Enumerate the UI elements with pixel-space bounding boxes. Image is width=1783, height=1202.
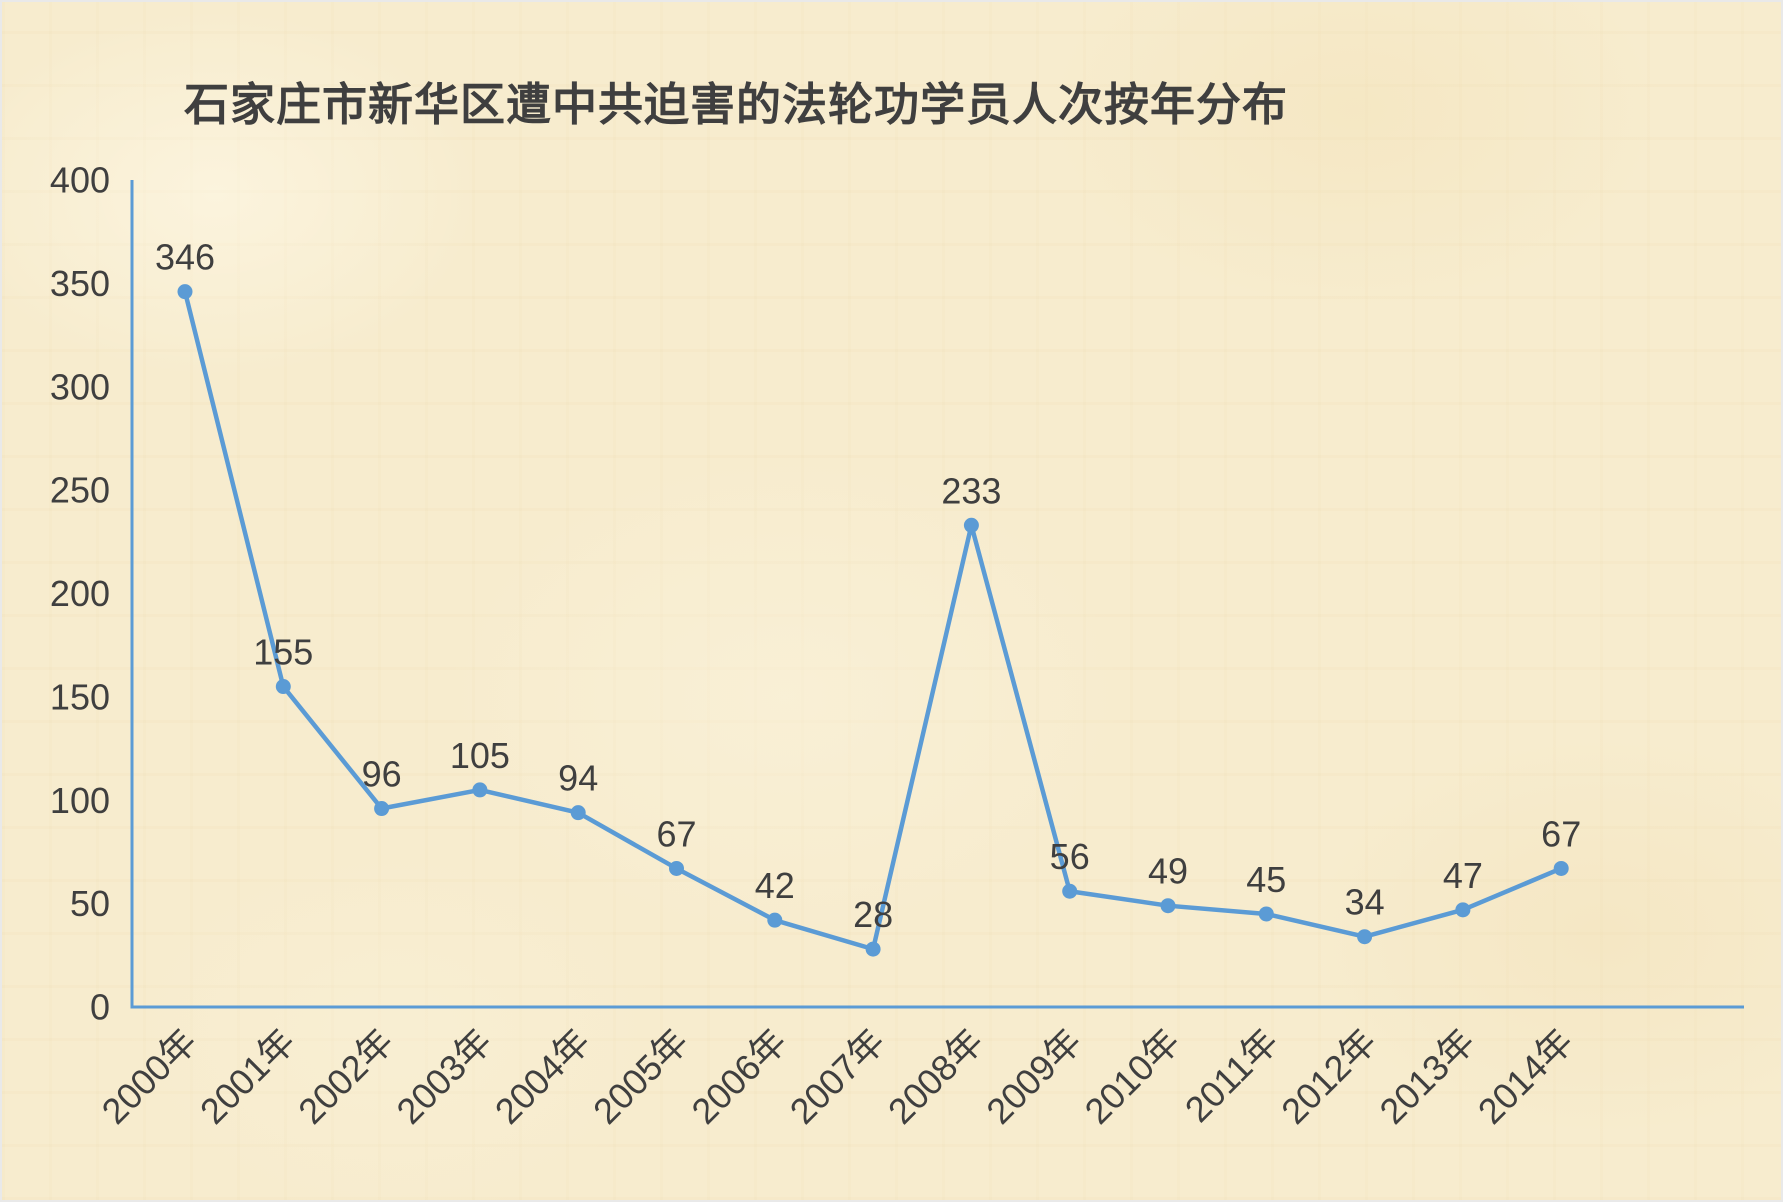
data-point-label: 346 [155, 237, 215, 278]
data-point-marker [1258, 906, 1274, 922]
x-axis-tick-label: 2011年 [1177, 1021, 1286, 1130]
data-point-label: 67 [1541, 813, 1581, 854]
data-point-marker [1553, 860, 1569, 876]
data-point-label: 67 [656, 813, 696, 854]
data-point-marker [669, 860, 684, 876]
data-point-marker [374, 801, 390, 817]
data-point-marker [1357, 929, 1373, 945]
y-axis-tick-label: 250 [50, 470, 110, 511]
data-point-label: 155 [253, 632, 313, 673]
data-point-marker [1062, 883, 1078, 899]
data-point-label: 233 [941, 470, 1001, 511]
y-axis-tick-label: 0 [90, 987, 110, 1028]
data-point-label: 105 [450, 735, 510, 776]
x-axis-tick-label: 2006年 [683, 1021, 794, 1132]
x-axis-tick-label: 2000年 [94, 1021, 205, 1132]
x-axis-tick-label: 2002年 [290, 1021, 401, 1132]
x-axis-tick-label: 2005年 [585, 1021, 696, 1132]
data-point-label: 49 [1148, 851, 1188, 892]
y-axis-tick-label: 400 [50, 160, 110, 201]
data-point-label: 45 [1246, 859, 1286, 900]
data-point-label: 94 [558, 758, 598, 799]
data-point-label: 56 [1050, 836, 1090, 877]
y-axis-tick-label: 300 [50, 366, 110, 407]
y-axis-tick-label: 350 [50, 263, 110, 304]
data-point-label: 42 [755, 865, 795, 906]
data-point-label: 47 [1443, 855, 1483, 896]
x-axis-tick-label: 2001年 [192, 1021, 303, 1132]
y-axis-tick-label: 200 [50, 573, 110, 614]
data-point-marker [1455, 902, 1471, 918]
x-axis-tick-label: 2008年 [880, 1021, 991, 1132]
data-point-marker [472, 782, 488, 798]
data-point-label: 28 [853, 894, 893, 935]
data-point-marker [963, 517, 979, 533]
x-axis-tick-label: 2004年 [487, 1021, 598, 1132]
data-point-marker [1160, 898, 1176, 914]
data-point-marker [865, 941, 881, 957]
data-series-line [182, 289, 1564, 952]
x-axis-tick-label: 2007年 [782, 1021, 893, 1132]
data-point-label: 96 [362, 754, 402, 795]
x-axis-tick-label: 2013年 [1371, 1021, 1482, 1132]
data-point-marker [275, 679, 291, 695]
data-point-marker [177, 284, 193, 300]
x-axis-tick-label: 2009年 [978, 1021, 1089, 1132]
x-axis-tick-label: 2014年 [1470, 1021, 1581, 1132]
y-axis-tick-label: 50 [70, 883, 110, 924]
data-point-marker [767, 912, 783, 928]
x-axis-tick-label: 2012年 [1273, 1021, 1384, 1132]
data-point-label: 34 [1345, 882, 1385, 923]
x-axis-tick-label: 2010年 [1077, 1021, 1188, 1132]
chart-title: 石家庄市新华区遭中共迫害的法轮功学员人次按年分布 [183, 79, 1288, 130]
x-axis-tick-label: 2003年 [388, 1021, 499, 1132]
y-axis-tick-label: 100 [50, 780, 110, 821]
y-axis-tick-label: 150 [50, 676, 110, 717]
data-point-marker [570, 805, 586, 821]
axis-lines [130, 180, 1744, 1009]
